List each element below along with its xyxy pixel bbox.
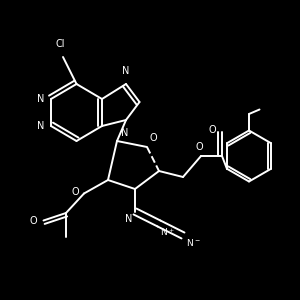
Text: N: N (37, 94, 44, 104)
Text: O: O (72, 187, 80, 197)
Text: O: O (196, 142, 203, 152)
Text: Cl: Cl (55, 40, 65, 50)
Text: N: N (124, 214, 132, 224)
Text: N: N (37, 121, 44, 131)
Text: O: O (30, 215, 38, 226)
Text: N: N (121, 128, 128, 137)
Text: N$^-$: N$^-$ (186, 237, 201, 248)
Text: N$^+$: N$^+$ (160, 226, 175, 238)
Text: O: O (208, 125, 216, 136)
Text: N: N (122, 67, 130, 76)
Text: O: O (150, 134, 158, 143)
